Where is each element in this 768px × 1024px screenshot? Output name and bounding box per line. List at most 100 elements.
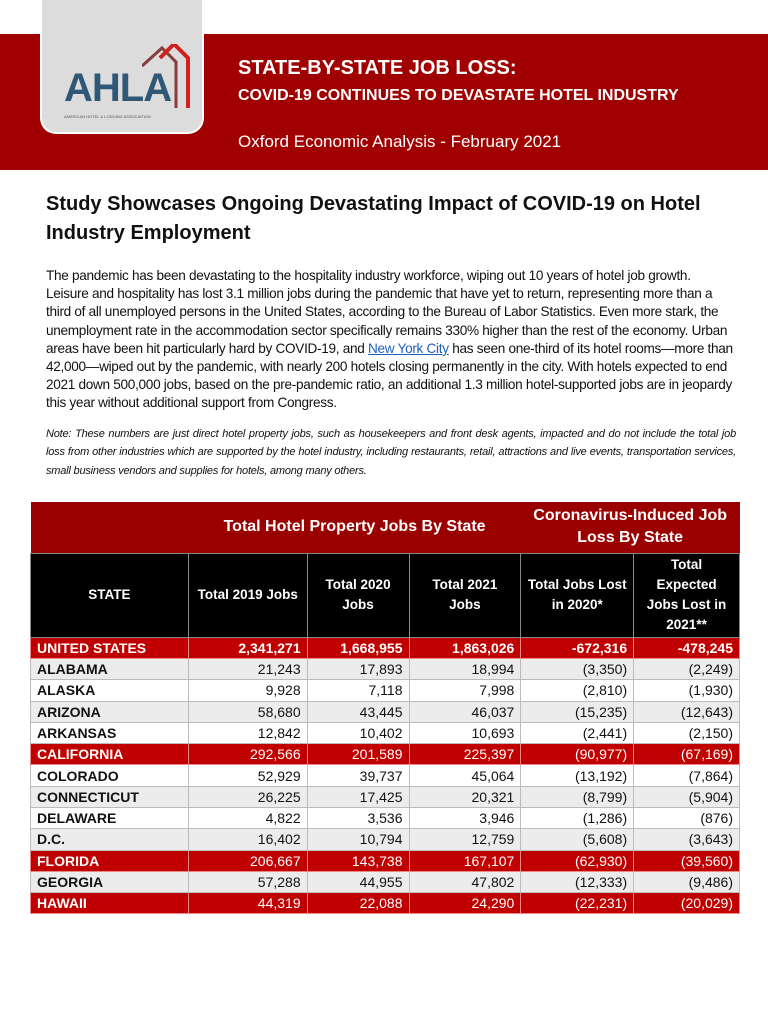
value-cell: 3,536: [306, 806, 410, 830]
state-cell: GEORGIA: [30, 870, 189, 894]
column-header: STATE: [30, 552, 189, 638]
state-cell: CONNECTICUT: [30, 785, 189, 809]
value-cell: (9,486): [633, 870, 740, 894]
value-cell: (2,150): [633, 721, 740, 745]
table-row: ARIZONA 58,680 43,445 46,037 (15,235) (12,643…: [30, 700, 740, 723]
table-row: D.C. 16,402 10,794 12,759 (5,608) (3,643): [30, 828, 740, 851]
value-cell: 45,064: [408, 764, 522, 787]
table-row: HAWAII 44,319 22,088 24,290 (22,231) (20,029): [30, 892, 740, 915]
value-cell: 18,994: [408, 657, 522, 681]
nyc-link[interactable]: New York City: [368, 340, 449, 356]
table-row: ALABAMA 21,243 17,893 18,994 (3,350) (2,249): [30, 657, 740, 681]
value-cell: (2,249): [633, 657, 740, 681]
value-cell: 4,822: [187, 806, 308, 830]
value-cell: (67,169): [633, 743, 740, 766]
value-cell: -478,245: [633, 636, 740, 659]
value-cell: 58,680: [187, 700, 308, 723]
value-cell: (39,560): [633, 849, 740, 872]
headline: Study Showcases Ongoing Devastating Impa…: [46, 193, 701, 244]
source: Oxford Economic Analysis - February 2021: [238, 132, 562, 151]
table-row: DELAWARE 4,822 3,536 3,946 (1,286) (876): [30, 806, 740, 830]
value-cell: -672,316: [520, 636, 635, 659]
value-cell: 10,693: [408, 721, 522, 745]
value-cell: 10,402: [306, 721, 410, 745]
value-cell: 46,037: [408, 700, 522, 723]
title: STATE-BY-STATE JOB LOSS:: [238, 57, 517, 79]
value-cell: (3,643): [633, 828, 740, 851]
value-cell: 22,088: [306, 892, 410, 915]
table-row: GEORGIA 57,288 44,955 47,802 (12,333) (9,486): [30, 870, 740, 894]
state-cell: D.C.: [30, 828, 189, 851]
value-cell: 24,290: [408, 892, 522, 915]
state-cell: COLORADO: [30, 764, 189, 787]
table-row: CONNECTICUT 26,225 17,425 20,321 (8,799) (5,9…: [30, 785, 740, 809]
value-cell: (13,192): [520, 764, 635, 787]
value-cell: 20,321: [408, 785, 522, 809]
state-cell: UNITED STATES: [30, 636, 189, 659]
value-cell: 10,794: [306, 828, 410, 851]
state-cell: ARIZONA: [30, 700, 189, 723]
value-cell: 1,668,955: [306, 636, 410, 659]
state-cell: CALIFORNIA: [30, 743, 189, 766]
group-header-job-loss: Coronavirus-Induced Job Loss By State: [520, 502, 740, 554]
table-row: ARKANSAS 12,842 10,402 10,693 (2,441) (2,150): [30, 721, 740, 745]
column-header: Total 2021 Jobs: [408, 552, 522, 638]
state-cell: ALABAMA: [30, 657, 189, 681]
value-cell: (20,029): [633, 892, 740, 915]
value-cell: 225,397: [408, 743, 522, 766]
value-cell: (5,904): [633, 785, 740, 809]
value-cell: 17,893: [306, 657, 410, 681]
job-loss-table: Total Hotel Property Jobs By State Corona…: [30, 502, 740, 915]
value-cell: 12,842: [187, 721, 308, 745]
column-header: Total 2020 Jobs: [306, 552, 410, 638]
body-paragraph: The pandemic has been devastating to the…: [46, 268, 733, 411]
column-header: Total Expected Jobs Lost in 2021**: [633, 552, 740, 638]
table-row: FLORIDA 206,667 143,738 167,107 (62,930) (39,…: [30, 849, 740, 872]
value-cell: 7,998: [408, 679, 522, 702]
state-cell: FLORIDA: [30, 849, 189, 872]
value-cell: 21,243: [187, 657, 308, 681]
value-cell: 167,107: [408, 849, 522, 872]
value-cell: 47,802: [408, 870, 522, 894]
value-cell: 26,225: [187, 785, 308, 809]
column-header: Total 2019 Jobs: [187, 552, 308, 638]
value-cell: 17,425: [306, 785, 410, 809]
note: Note: These numbers are just direct hote…: [46, 427, 736, 477]
value-cell: 44,955: [306, 870, 410, 894]
value-cell: 2,341,271: [187, 636, 308, 659]
state-cell: ARKANSAS: [30, 721, 189, 745]
value-cell: (3,350): [520, 657, 635, 681]
value-cell: (90,977): [520, 743, 635, 766]
state-cell: HAWAII: [30, 892, 189, 915]
value-cell: (22,231): [520, 892, 635, 915]
value-cell: 39,737: [306, 764, 410, 787]
value-cell: (876): [633, 806, 740, 830]
value-cell: (2,441): [520, 721, 635, 745]
ahla-logo: AHLA AMERICAN HOTEL & LODGING ASSOCIATIO…: [40, 0, 204, 134]
column-header: Total Jobs Lost in 2020*: [520, 552, 635, 638]
value-cell: 201,589: [306, 743, 410, 766]
value-cell: 57,288: [187, 870, 308, 894]
value-cell: (8,799): [520, 785, 635, 809]
value-cell: 1,863,026: [408, 636, 522, 659]
table-row: ALASKA 9,928 7,118 7,998 (2,810) (1,930): [30, 679, 740, 702]
value-cell: (7,864): [633, 764, 740, 787]
value-cell: (1,930): [633, 679, 740, 702]
article: Study Showcases Ongoing Devastating Impa…: [0, 180, 768, 480]
value-cell: (15,235): [520, 700, 635, 723]
state-cell: DELAWARE: [30, 806, 189, 830]
value-cell: (62,930): [520, 849, 635, 872]
group-header-total-jobs: Total Hotel Property Jobs By State: [188, 502, 521, 554]
logo-text: AHLA: [64, 66, 172, 110]
value-cell: 9,928: [187, 679, 308, 702]
value-cell: 206,667: [187, 849, 308, 872]
table-row: COLORADO 52,929 39,737 45,064 (13,192) (7,864…: [30, 764, 740, 787]
value-cell: 12,759: [408, 828, 522, 851]
table-row: CALIFORNIA 292,566 201,589 225,397 (90,977)(…: [30, 743, 740, 766]
value-cell: 7,118: [306, 679, 410, 702]
value-cell: 52,929: [187, 764, 308, 787]
value-cell: (12,643): [633, 700, 740, 723]
value-cell: 44,319: [187, 892, 308, 915]
value-cell: (12,333): [520, 870, 635, 894]
value-cell: 3,946: [408, 806, 522, 830]
